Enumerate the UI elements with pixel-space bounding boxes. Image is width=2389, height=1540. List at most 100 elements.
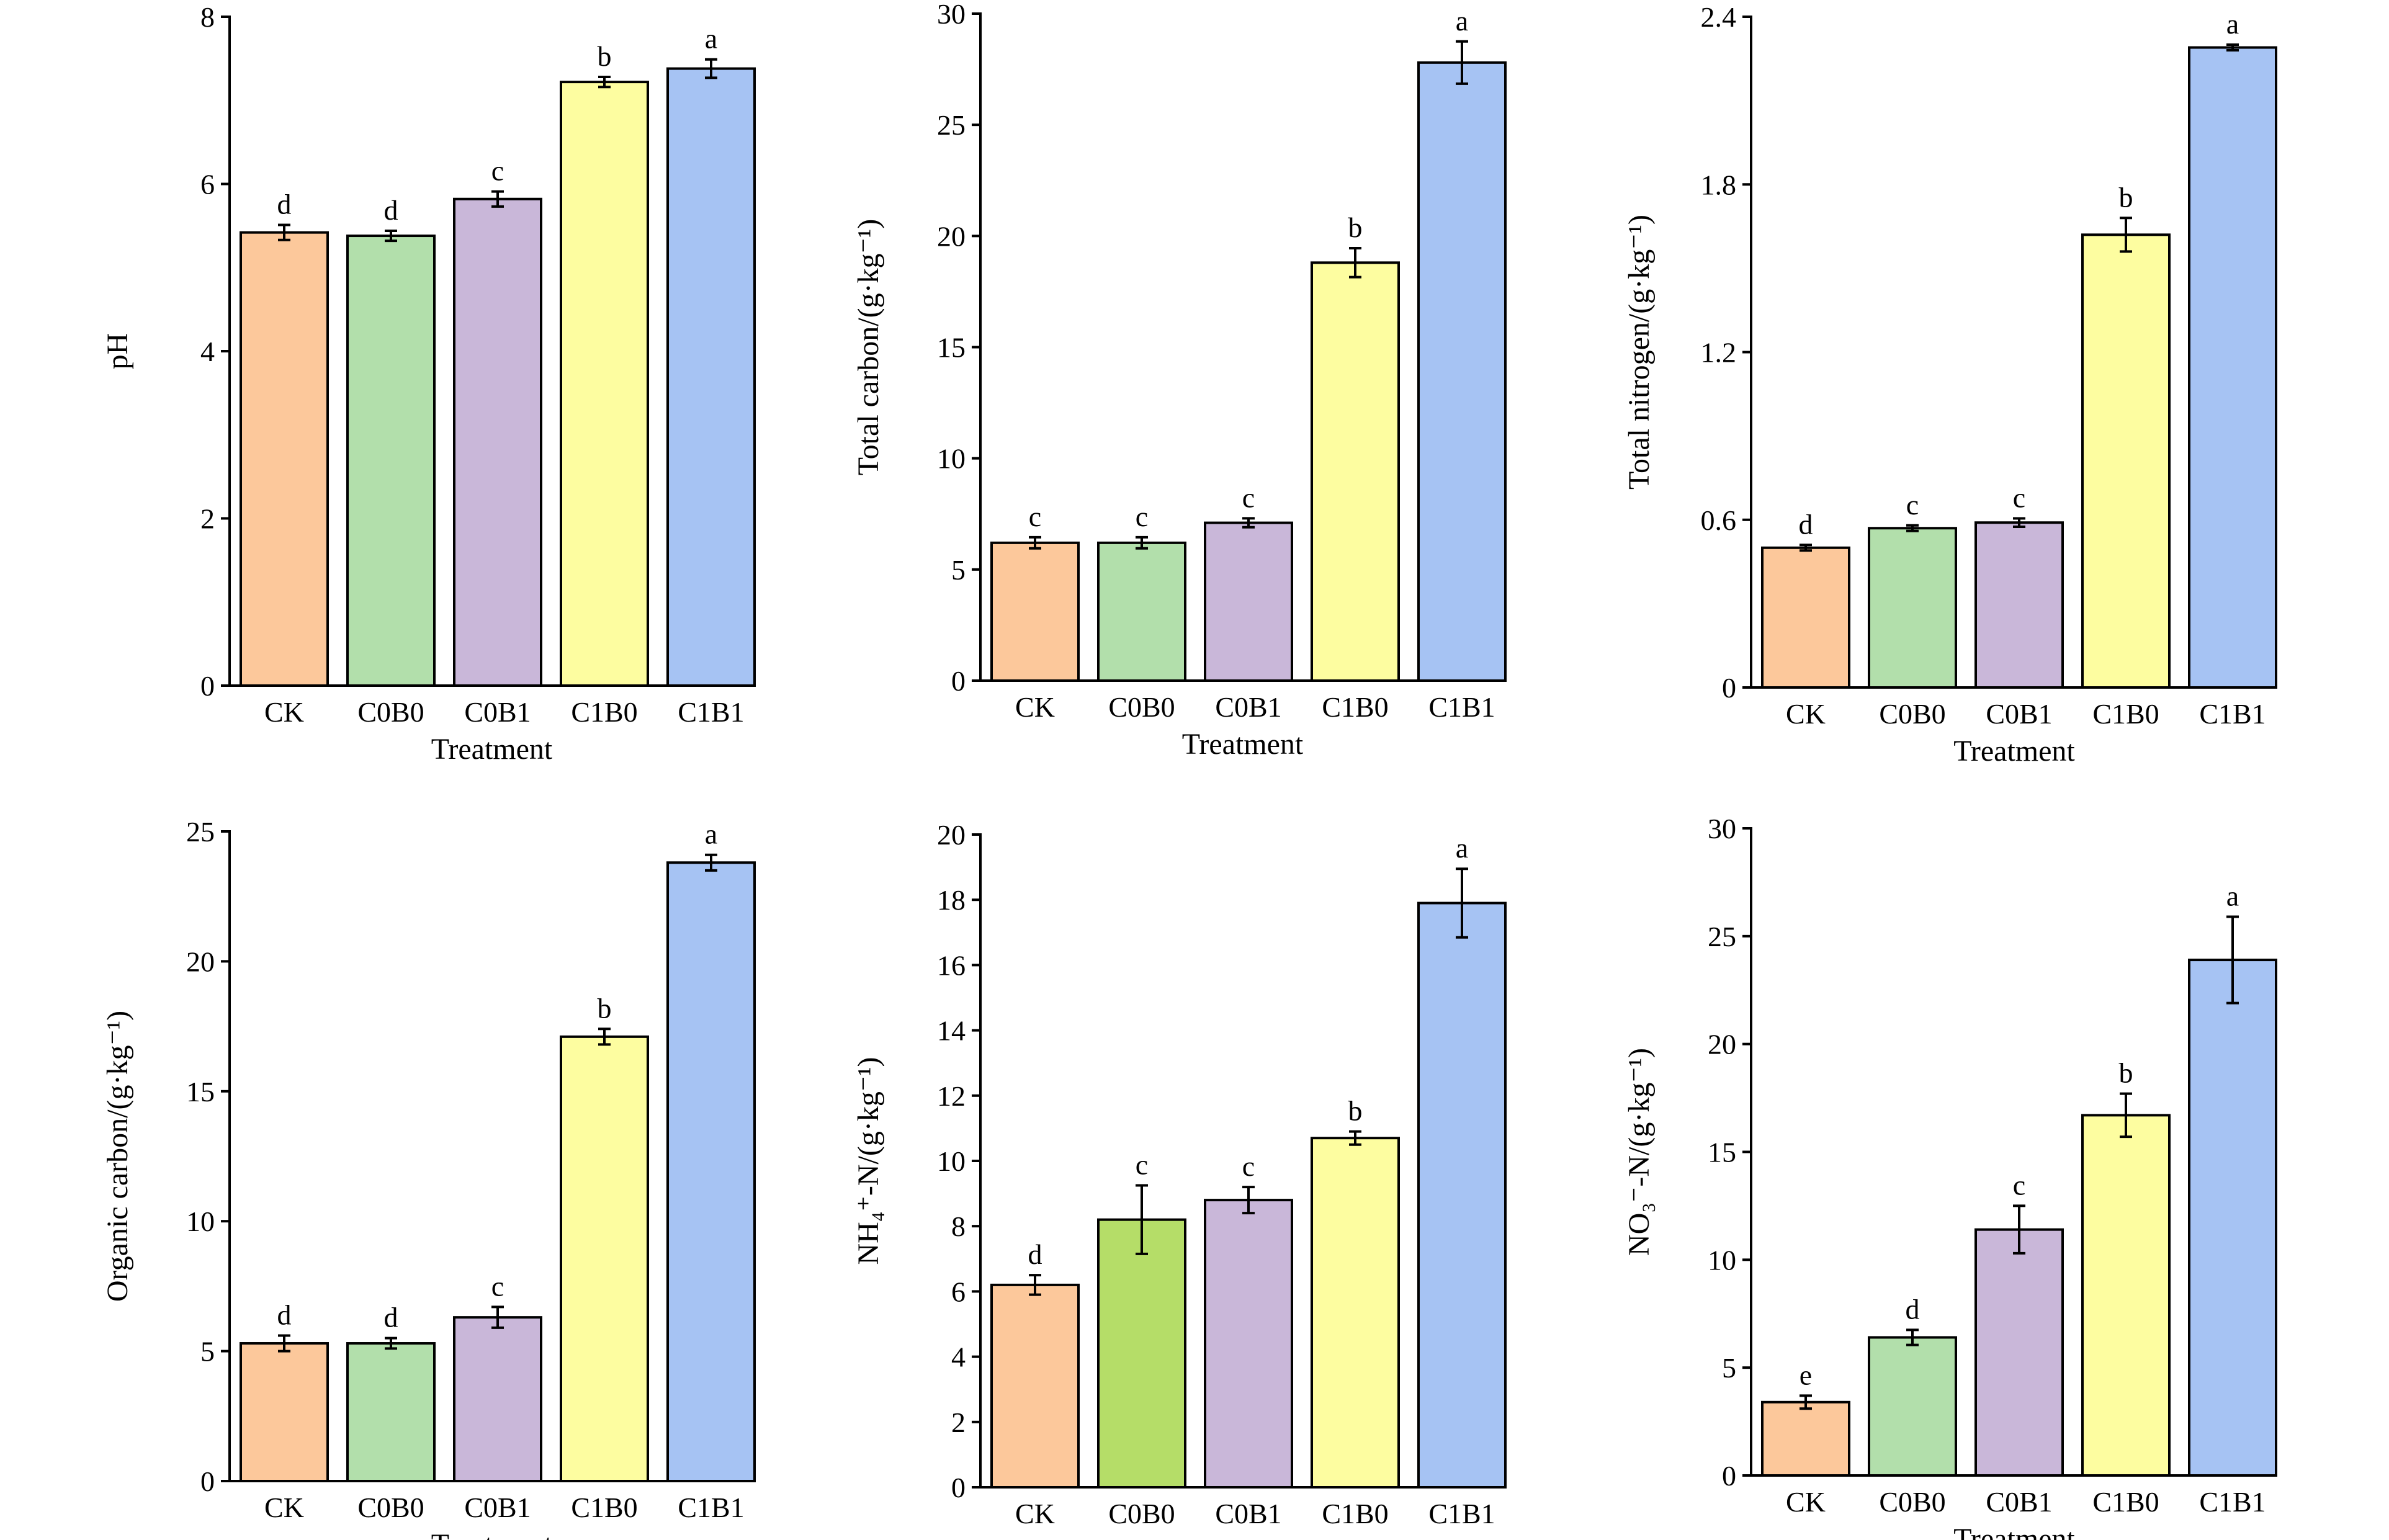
significance-letter: b (598, 40, 612, 72)
y-tick-label: 0 (1722, 1460, 1736, 1492)
y-tick-label: 2 (200, 503, 215, 535)
x-tick-label: CK (264, 696, 304, 728)
bar-c0b1 (1974, 1228, 2064, 1477)
y-tick-label: 1.2 (1701, 337, 1737, 369)
bar-ck (1761, 546, 1850, 689)
x-tick-label: C0B0 (1108, 691, 1175, 723)
y-tick-label: 0 (951, 1472, 966, 1503)
significance-letter: c (1242, 481, 1255, 513)
x-tick-label: CK (1015, 691, 1055, 723)
y-axis-title: Organic carbon/(g·kg⁻¹) (101, 1011, 134, 1302)
bar-c1b0 (560, 1035, 649, 1483)
y-axis-title: pH (101, 333, 134, 370)
x-tick-label: C1B1 (1428, 1498, 1495, 1529)
significance-letter: c (2013, 1169, 2025, 1201)
chart-panel-1: 0 2 4 6 8 d CK d C0B0 c C0B1 b C1B0 a C1B1 Treatment pH (101, 1, 756, 766)
bar-c0b1 (1204, 521, 1293, 682)
bar-c1b1 (2188, 959, 2277, 1477)
chart-panel-5: 0 2 4 6 8 10 12 14 16 18 20 d CK c C0B0 c C0B1 b C1B0 a C1B1… (852, 819, 1507, 1540)
x-tick-label: C1B1 (2199, 698, 2266, 730)
x-tick-label: C0B1 (464, 1492, 531, 1523)
x-tick-label: C1B1 (1428, 691, 1495, 723)
bar-c0b0 (346, 1342, 436, 1482)
y-tick-label: 20 (937, 220, 966, 252)
bar-c0b0 (1868, 527, 1957, 689)
y-tick-label: 0 (200, 1466, 215, 1497)
bar-ck (1761, 1400, 1850, 1477)
y-tick-label: 1.8 (1701, 169, 1737, 200)
y-tick-label: 6 (951, 1276, 966, 1307)
y-axis-title: NO₃⁻-N/(g·kg⁻¹) (1623, 1048, 1656, 1256)
significance-letter: a (705, 23, 717, 55)
significance-letter: c (491, 1270, 504, 1302)
x-axis-title: Treatment (431, 1528, 553, 1540)
x-tick-label: C1B1 (678, 1492, 744, 1523)
bar-c1b1 (1417, 902, 1507, 1489)
significance-letter: d (277, 1299, 292, 1330)
x-axis-title: Treatment (1953, 1523, 2075, 1540)
x-tick-label: C1B0 (2092, 698, 2159, 730)
significance-letter: c (2013, 481, 2025, 513)
y-tick-label: 10 (937, 443, 966, 475)
x-tick-label: CK (1786, 1486, 1826, 1518)
y-tick-label: 15 (937, 332, 966, 364)
bar-ck (990, 1283, 1080, 1489)
bar-c1b0 (1311, 1137, 1400, 1489)
bar-c1b0 (2081, 233, 2171, 689)
y-tick-label: 12 (937, 1080, 966, 1112)
x-tick-label: C1B0 (571, 1492, 637, 1523)
x-axis-title: Treatment (1182, 728, 1304, 761)
significance-letter: d (277, 189, 292, 220)
significance-letter: c (1906, 489, 1919, 521)
y-tick-label: 10 (1708, 1244, 1736, 1276)
x-axis-title: Treatment (1953, 735, 2075, 768)
x-tick-label: C1B0 (2092, 1486, 2159, 1518)
chart-panel-6: 0 5 10 15 20 25 30 e CK d C0B0 c C0B1 b C1B0 a C1B1 Treat… (1623, 813, 2277, 1540)
significance-letter: e (1800, 1359, 1812, 1390)
y-tick-label: 4 (200, 336, 215, 367)
bar-c1b0 (560, 81, 649, 687)
y-tick-label: 5 (951, 554, 966, 586)
y-tick-label: 20 (1708, 1029, 1736, 1060)
y-axis-title: Total nitrogen/(g·kg⁻¹) (1623, 215, 1656, 490)
significance-letter: b (598, 992, 612, 1024)
x-tick-label: CK (1015, 1498, 1055, 1529)
y-tick-label: 10 (186, 1206, 215, 1237)
y-tick-label: 20 (937, 819, 966, 851)
bar-c1b1 (666, 861, 756, 1482)
y-tick-label: 14 (937, 1015, 966, 1047)
y-tick-label: 30 (1708, 813, 1736, 844)
y-tick-label: 30 (937, 0, 966, 30)
bar-c0b1 (453, 1316, 542, 1482)
y-tick-label: 0 (951, 665, 966, 697)
x-tick-label: CK (1786, 698, 1826, 730)
significance-letter: c (491, 155, 504, 187)
x-tick-label: C1B1 (678, 696, 744, 728)
x-tick-label: C0B1 (1986, 698, 2052, 730)
significance-letter: a (1456, 5, 1468, 37)
bar-ck (990, 541, 1080, 682)
bar-ck (240, 231, 329, 687)
x-tick-label: C0B0 (357, 1492, 424, 1523)
bar-ck (240, 1342, 329, 1482)
bar-c0b1 (1204, 1199, 1293, 1489)
y-tick-label: 0 (200, 670, 215, 702)
y-tick-label: 25 (186, 816, 215, 848)
bar-c1b1 (2188, 46, 2277, 689)
significance-letter: c (1136, 1148, 1148, 1180)
x-tick-label: C0B0 (1879, 1486, 1945, 1518)
significance-letter: d (1799, 508, 1813, 540)
significance-letter: b (2119, 181, 2133, 213)
significance-letter: b (1348, 212, 1363, 243)
y-tick-label: 2.4 (1701, 1, 1737, 33)
y-tick-label: 5 (200, 1336, 215, 1368)
x-tick-label: C1B0 (1322, 691, 1388, 723)
y-tick-label: 15 (1708, 1137, 1736, 1168)
bar-c0b0 (1868, 1336, 1957, 1477)
significance-letter: c (1242, 1150, 1255, 1182)
x-tick-label: C0B0 (1108, 1498, 1175, 1529)
significance-letter: d (384, 194, 398, 226)
y-tick-label: 4 (951, 1341, 966, 1373)
x-tick-label: C1B0 (571, 696, 637, 728)
